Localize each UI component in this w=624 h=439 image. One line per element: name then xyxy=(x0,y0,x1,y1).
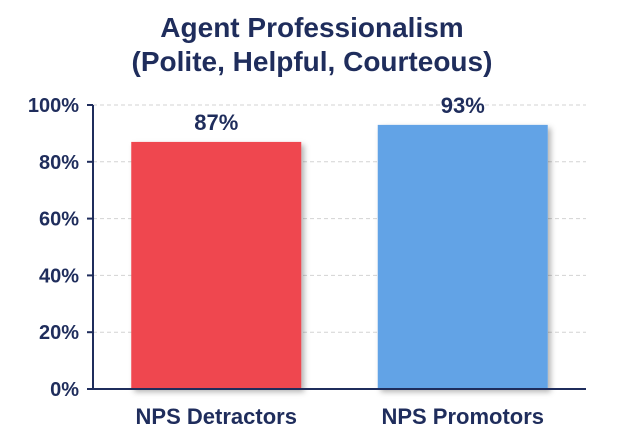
y-tick-label: 60% xyxy=(39,209,79,231)
y-tick-label: 100% xyxy=(28,95,79,117)
bar xyxy=(377,124,548,389)
y-tick-label: 80% xyxy=(39,152,79,174)
y-tick-label: 20% xyxy=(39,322,79,344)
y-tick-label: 0% xyxy=(50,379,79,401)
bars xyxy=(131,124,548,389)
bar xyxy=(131,141,302,389)
chart-title-line-2: (Polite, Helpful, Courteous) xyxy=(131,46,493,77)
labels: 0% 20% 40% 60% 80% 100% 87% NPS Detractors 93% NP… xyxy=(28,93,544,429)
chart-title-line-1: Agent Professionalism xyxy=(160,12,464,43)
axes xyxy=(87,104,586,390)
data-label: 87% xyxy=(194,110,238,135)
data-label: 93% xyxy=(441,93,485,118)
x-category-label: NPS Promotors xyxy=(381,404,544,429)
gridlines xyxy=(93,104,586,333)
y-tick-label: 40% xyxy=(39,265,79,287)
x-category-label: NPS Detractors xyxy=(136,404,297,429)
